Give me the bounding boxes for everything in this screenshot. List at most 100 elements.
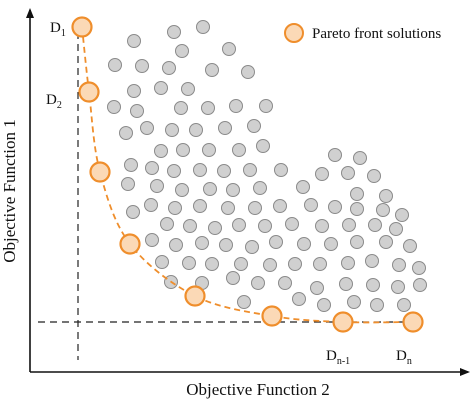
dominated-point (315, 219, 329, 233)
legend: Pareto front solutions (284, 23, 441, 43)
dominated-point (403, 239, 417, 253)
dominated-point (119, 126, 133, 140)
dominated-point (273, 199, 287, 213)
pareto-point-label: D2 (46, 92, 62, 111)
dominated-point (278, 276, 292, 290)
dominated-point (174, 101, 188, 115)
dominated-point (350, 202, 364, 216)
dominated-point (370, 298, 384, 312)
dominated-point (368, 218, 382, 232)
dominated-point (391, 280, 405, 294)
dominated-point (145, 233, 159, 247)
dominated-point (121, 177, 135, 191)
pareto-point (71, 16, 93, 38)
dominated-point (376, 203, 390, 217)
dominated-point (339, 277, 353, 291)
dominated-point (193, 163, 207, 177)
dominated-point (395, 208, 409, 222)
dominated-point (248, 201, 262, 215)
pareto-point (261, 305, 283, 327)
dominated-point (127, 34, 141, 48)
pareto-point (78, 81, 100, 103)
dominated-point (342, 218, 356, 232)
pareto-point (332, 311, 354, 333)
dominated-point (124, 158, 138, 172)
pareto-point (119, 233, 141, 255)
pareto-point (89, 161, 111, 183)
dominated-point (168, 201, 182, 215)
dominated-point (367, 169, 381, 183)
dominated-point (304, 198, 318, 212)
dominated-point (389, 222, 403, 236)
legend-marker (284, 23, 304, 43)
pareto-solutions (71, 16, 424, 333)
dominated-point (232, 218, 246, 232)
pareto-point-labels: D1 D2 Dn-1 Dn (46, 20, 412, 367)
dominated-point (263, 258, 277, 272)
dominated-point (205, 257, 219, 271)
dominated-point (328, 200, 342, 214)
dominated-point (413, 278, 427, 292)
dominated-point (222, 42, 236, 56)
dominated-point (253, 181, 267, 195)
dominated-point (245, 240, 259, 254)
dominated-point (237, 295, 251, 309)
dominated-point (412, 261, 426, 275)
dominated-point (144, 198, 158, 212)
dominated-point (219, 238, 233, 252)
pareto-point-label: D1 (50, 20, 66, 39)
dominated-point (182, 256, 196, 270)
dominated-point (176, 143, 190, 157)
dominated-point (195, 236, 209, 250)
dominated-solutions (107, 20, 427, 312)
dominated-point (251, 276, 265, 290)
dominated-point (241, 65, 255, 79)
pareto-point-label: Dn-1 (326, 348, 350, 367)
dominated-point (232, 143, 246, 157)
dominated-point (317, 298, 331, 312)
dominated-point (107, 100, 121, 114)
dominated-point (274, 163, 288, 177)
dominated-point (140, 121, 154, 135)
dominated-point (167, 25, 181, 39)
dominated-point (247, 119, 261, 133)
dominated-point (150, 179, 164, 193)
dominated-point (108, 58, 122, 72)
dominated-point (196, 20, 210, 34)
dominated-point (366, 278, 380, 292)
dominated-point (175, 44, 189, 58)
dominated-point (379, 235, 393, 249)
dominated-point (193, 199, 207, 213)
dominated-point (208, 221, 222, 235)
pareto-point (184, 285, 206, 307)
dominated-point (130, 104, 144, 118)
dominated-point (165, 123, 179, 137)
legend-label: Pareto front solutions (312, 26, 441, 42)
dominated-point (154, 144, 168, 158)
dominated-point (226, 183, 240, 197)
dominated-point (226, 271, 240, 285)
dominated-point (135, 59, 149, 73)
dominated-point (256, 139, 270, 153)
dominated-point (347, 295, 361, 309)
dominated-point (145, 161, 159, 175)
dominated-point (285, 217, 299, 231)
dominated-point (243, 163, 257, 177)
dominated-point (310, 281, 324, 295)
dominated-point (350, 235, 364, 249)
dominated-point (365, 254, 379, 268)
dominated-point (297, 237, 311, 251)
dominated-point (379, 189, 393, 203)
dominated-point (328, 148, 342, 162)
dominated-point (127, 84, 141, 98)
dominated-point (205, 63, 219, 77)
dominated-point (350, 187, 364, 201)
dominated-point (162, 61, 176, 75)
dominated-point (218, 121, 232, 135)
dominated-point (353, 151, 367, 165)
dominated-point (203, 182, 217, 196)
dominated-point (296, 180, 310, 194)
dominated-point (181, 82, 195, 96)
dominated-point (189, 123, 203, 137)
